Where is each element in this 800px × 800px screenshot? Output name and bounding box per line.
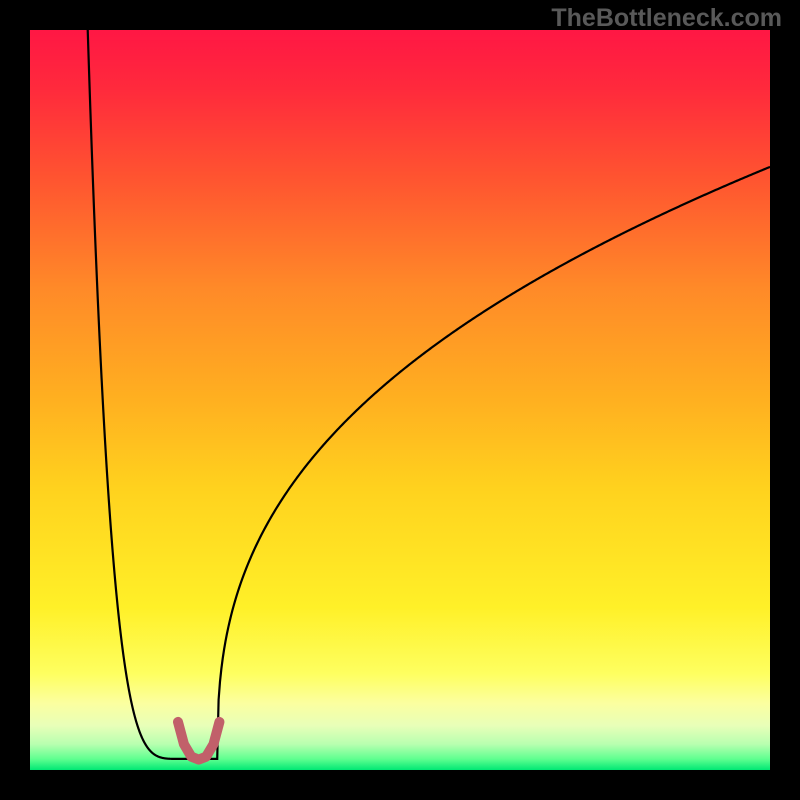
watermark-text: TheBottleneck.com xyxy=(551,4,782,33)
chart-svg xyxy=(0,0,800,800)
gradient-background xyxy=(30,30,770,770)
